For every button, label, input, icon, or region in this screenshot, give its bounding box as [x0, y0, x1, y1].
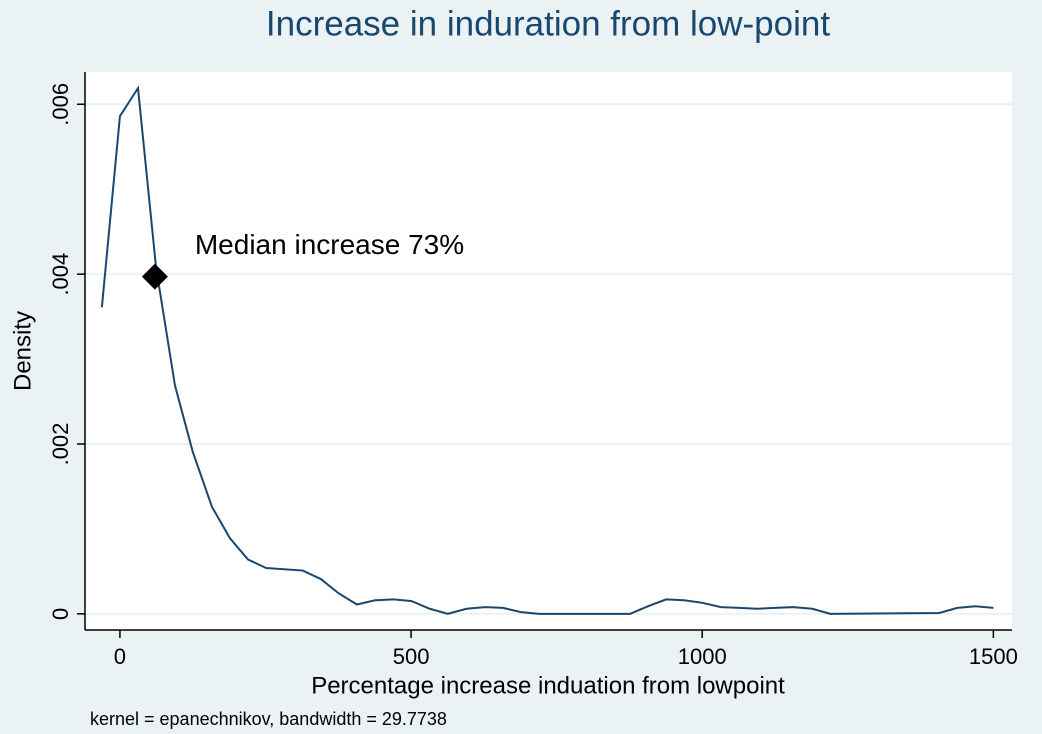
note: kernel = epanechnikov, bandwidth = 29.77…: [90, 709, 447, 729]
x-tick-label: 0: [114, 644, 126, 669]
annotation: Median increase 73%: [195, 229, 464, 260]
y-tick-label: .002: [48, 423, 73, 466]
y-tick-label: .004: [48, 253, 73, 296]
x-tick-label: 500: [393, 644, 430, 669]
x-tick-label: 1000: [678, 644, 727, 669]
y-tick-label: 0: [48, 608, 73, 620]
x-axis-label: Percentage increase induation from lowpo…: [311, 672, 785, 699]
y-axis-label: Density: [9, 311, 36, 391]
density-line: [100, 85, 994, 615]
median-marker: [141, 263, 168, 290]
chart-title: Increase in induration from low-point: [266, 4, 830, 43]
y-tick-label: .006: [48, 83, 73, 126]
plot-area: [85, 72, 1012, 630]
x-tick-label: 1500: [969, 644, 1018, 669]
